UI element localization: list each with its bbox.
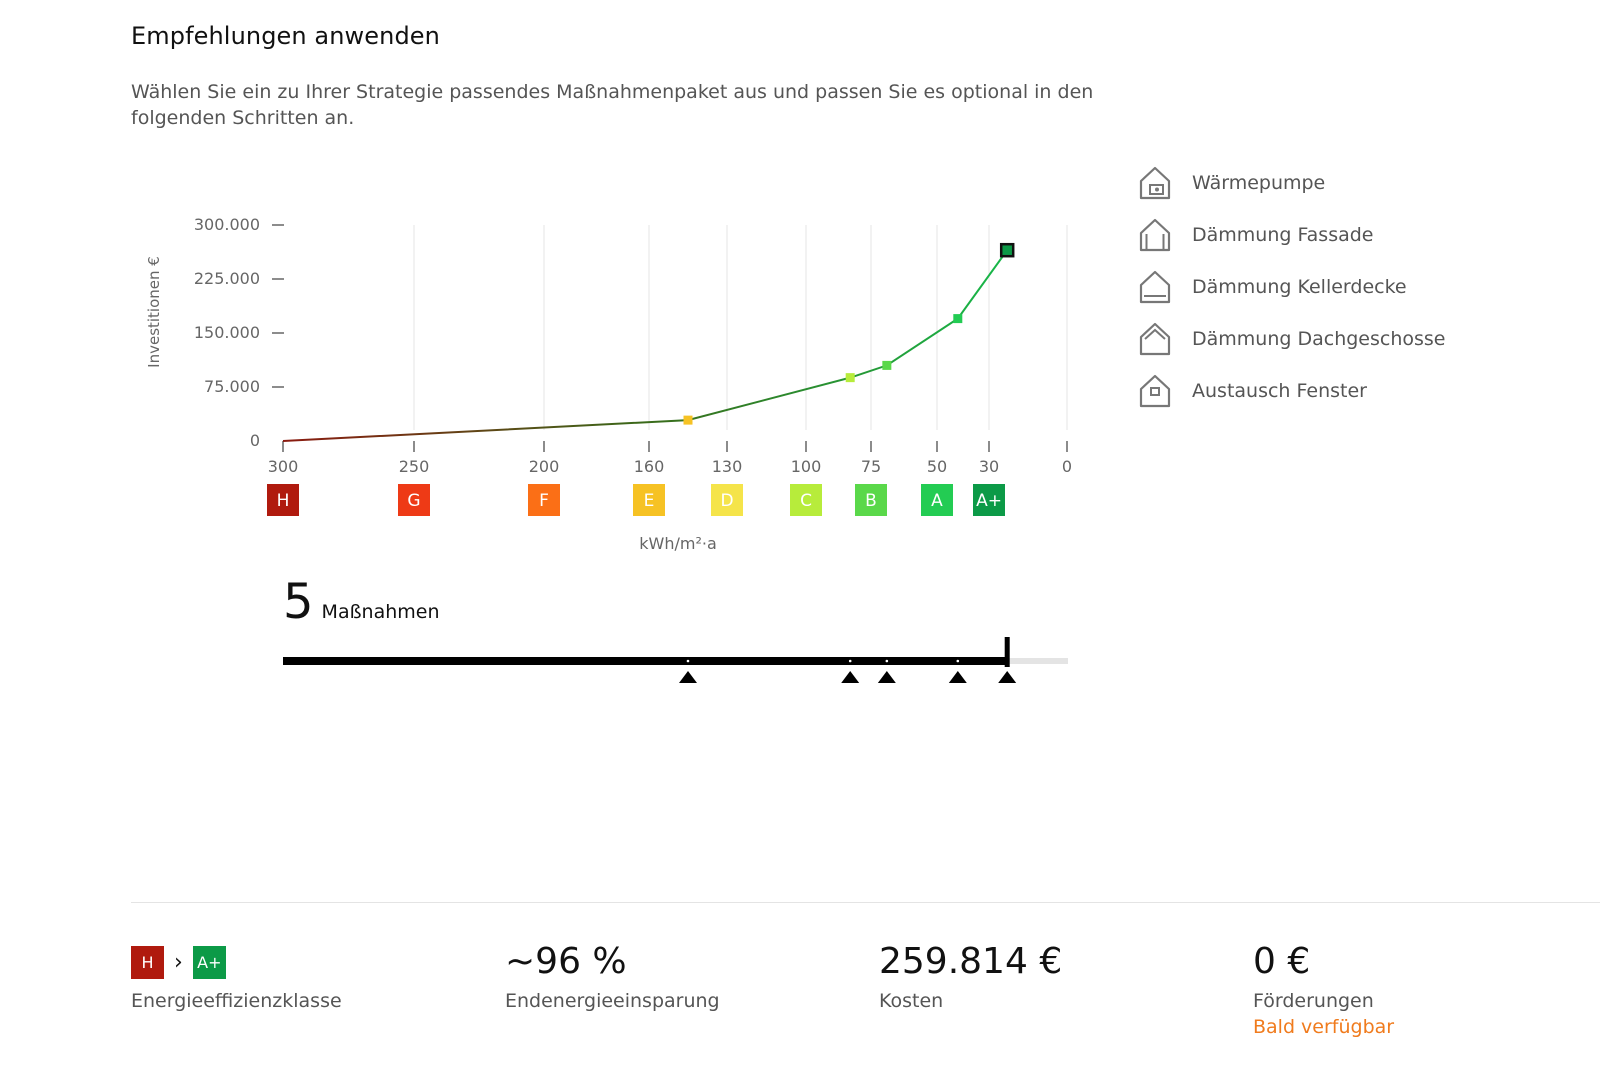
class-badge-label: A xyxy=(931,491,943,511)
legend-label: Austausch Fenster xyxy=(1192,380,1367,402)
measures-count: 5 Maßnahmen xyxy=(283,574,440,630)
class-badge-label: H xyxy=(277,491,290,511)
class-badge-g xyxy=(398,484,430,516)
slider-stop-marker xyxy=(841,671,860,683)
chart-x-axis: 300 250 200 160 130 100 75 50 30 0 xyxy=(268,441,1072,476)
slider-handle xyxy=(1004,637,1010,667)
x-tick-label: 75 xyxy=(861,457,881,476)
chevron-right-icon: › xyxy=(174,949,183,975)
chart-y-axis: 0 75.000 150.000 225.000 300.000 xyxy=(194,215,284,450)
class-badge-label: F xyxy=(539,491,549,511)
kpi-label: Förderungen xyxy=(1253,990,1374,1012)
x-tick-label: 200 xyxy=(529,457,560,476)
class-badge-label: A+ xyxy=(976,491,1002,511)
slider-stop-dot xyxy=(956,659,960,663)
chart-series[interactable] xyxy=(282,242,1015,442)
energy-class-badges: H G F E D C B A A+ xyxy=(267,484,1005,516)
kpi-label: Energieeffizienzklasse xyxy=(131,990,342,1012)
class-badge-label: D xyxy=(720,491,733,511)
kpi-value: 259.814 € xyxy=(879,941,1063,982)
measures-slider[interactable] xyxy=(283,637,1068,683)
page-title: Empfehlungen anwenden xyxy=(131,22,440,50)
class-badge-e xyxy=(633,484,665,516)
legend-item-facade: Dämmung Fassade xyxy=(1138,209,1446,261)
slider-stop-marker xyxy=(948,671,967,683)
basement-insulation-house-icon xyxy=(1138,269,1172,305)
measures-legend: Wärmepumpe Dämmung Fassade Dämmung Kelle… xyxy=(1138,157,1446,417)
data-point xyxy=(953,314,963,324)
legend-item-heat-pump: Wärmepumpe xyxy=(1138,157,1446,209)
x-tick-label: 250 xyxy=(399,457,430,476)
kpi-value: ~96 % xyxy=(505,941,627,982)
data-point xyxy=(882,360,892,370)
y-tick-label: 225.000 xyxy=(194,269,260,288)
class-badge-label: G xyxy=(407,491,420,511)
class-badge-d xyxy=(711,484,743,516)
efficiency-class-change: H › A+ xyxy=(131,940,342,984)
funding-availability-status: Bald verfügbar xyxy=(1253,1016,1395,1038)
slider-stop-dot xyxy=(885,659,889,663)
y-tick-label: 150.000 xyxy=(194,323,260,342)
class-badge-to: A+ xyxy=(192,945,226,979)
y-tick-label: 75.000 xyxy=(204,377,260,396)
x-tick-label: 30 xyxy=(979,457,999,476)
data-point-selected xyxy=(999,242,1015,258)
class-badge-label: C xyxy=(800,491,812,511)
legend-item-basement: Dämmung Kellerdecke xyxy=(1138,261,1446,313)
slider-stop-marker xyxy=(998,671,1017,683)
slider-stop-dot xyxy=(848,659,852,663)
heat-pump-house-icon xyxy=(1138,165,1172,201)
legend-label: Dämmung Dachgeschosse xyxy=(1192,328,1446,350)
kpi-label: Kosten xyxy=(879,990,944,1012)
slider-stop-dot xyxy=(686,659,690,663)
data-point xyxy=(845,373,855,383)
x-tick-label: 300 xyxy=(268,457,299,476)
measures-count-number: 5 xyxy=(283,574,314,630)
chart-y-axis-label: Investitionen € xyxy=(145,256,163,368)
legend-label: Dämmung Kellerdecke xyxy=(1192,276,1407,298)
series-line xyxy=(282,249,1009,442)
x-tick-label: 130 xyxy=(712,457,743,476)
legend-item-window: Austausch Fenster xyxy=(1138,365,1446,417)
facade-insulation-house-icon xyxy=(1138,217,1172,253)
class-badge-h xyxy=(267,484,299,516)
chart-grid xyxy=(413,225,1068,430)
class-badge-from: H xyxy=(131,945,164,979)
x-tick-label: 160 xyxy=(634,457,665,476)
divider xyxy=(131,902,1600,903)
slider-stop-marker xyxy=(679,671,697,683)
legend-label: Wärmepumpe xyxy=(1192,172,1326,194)
class-badge-b xyxy=(855,484,887,516)
kpi-efficiency-class: H › A+ Energieeffizienzklasse xyxy=(131,940,342,1012)
page-description: Wählen Sie ein zu Ihrer Strategie passen… xyxy=(131,81,1094,129)
legend-label: Dämmung Fassade xyxy=(1192,224,1374,246)
window-house-icon xyxy=(1138,373,1172,409)
x-tick-label: 0 xyxy=(1062,457,1072,476)
chart-x-axis-label: kWh/m²·a xyxy=(639,534,717,553)
kpi-value: 0 € xyxy=(1253,941,1311,982)
x-tick-label: 100 xyxy=(791,457,822,476)
slider-stop-marker xyxy=(877,671,896,683)
data-point xyxy=(683,415,693,425)
class-badge-c xyxy=(790,484,822,516)
y-tick-label: 300.000 xyxy=(194,215,260,234)
class-badge-a xyxy=(921,484,953,516)
kpi-label: Endenergieeinsparung xyxy=(505,990,720,1012)
class-badge-a-plus xyxy=(973,484,1005,516)
roof-insulation-house-icon xyxy=(1138,321,1172,357)
class-badge-label: B xyxy=(865,491,877,511)
measures-count-unit: Maßnahmen xyxy=(321,601,440,623)
class-badge-f xyxy=(528,484,560,516)
legend-item-roof: Dämmung Dachgeschosse xyxy=(1138,313,1446,365)
y-tick-label: 0 xyxy=(250,431,260,450)
kpi-funding: 0 € Förderungen Bald verfügbar xyxy=(1253,940,1394,1038)
kpi-savings: ~96 % Endenergieeinsparung xyxy=(505,940,720,1012)
kpi-cost: 259.814 € Kosten xyxy=(879,940,1062,1012)
class-badge-label: E xyxy=(644,491,655,511)
x-tick-label: 50 xyxy=(927,457,947,476)
